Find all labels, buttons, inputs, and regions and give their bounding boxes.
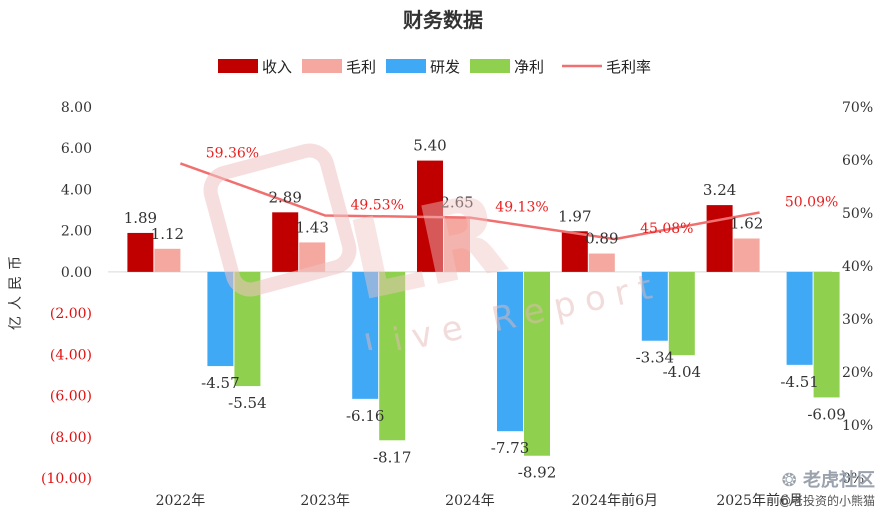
y2-tick-label: 30% — [842, 312, 873, 328]
bar-收入 — [272, 212, 299, 272]
tiger-icon: ❂ — [781, 470, 803, 491]
y2-tick-label: 0% — [842, 471, 864, 487]
bar-研发 — [497, 271, 523, 432]
y-axis-label: 亿人民币 — [8, 250, 24, 330]
bar-value-label: -4.57 — [201, 374, 239, 392]
x-tick-label: 2025年前6月 — [716, 492, 803, 509]
line-value-label: 49.13% — [495, 200, 548, 216]
bar-value-label: 1.62 — [730, 214, 763, 232]
x-tick-label: 2022年 — [156, 493, 206, 509]
x-tick-label: 2024年 — [445, 493, 495, 509]
axes: 8.00 6.00 4.00 2.00 0.00 (2.00) (4.00) (6.00) (8… — [41, 100, 873, 509]
bar-value-label: -3.34 — [636, 349, 674, 367]
y2-tick-label: 70% — [842, 100, 873, 116]
bar-净利 — [379, 271, 406, 441]
bar-value-label: -4.51 — [780, 373, 818, 391]
y2-tick-label: 20% — [842, 365, 873, 381]
bar-value-label: 1.12 — [151, 225, 184, 243]
y-tick-label: 8.00 — [61, 100, 92, 116]
bar-收入 — [127, 232, 154, 272]
bar-value-label: 2.89 — [268, 188, 301, 206]
line-value-label: 45.08% — [640, 221, 693, 237]
y-tick-label: (8.00) — [50, 430, 92, 446]
bar-毛利 — [299, 242, 326, 272]
line-value-label: 50.09% — [785, 195, 838, 211]
bar-研发 — [207, 271, 234, 367]
y2-tick-label: 10% — [842, 418, 873, 434]
author-handle: @老投资的小熊猫 — [778, 494, 875, 508]
chart-title: 财务数据 — [403, 8, 483, 32]
bar-毛利 — [444, 217, 470, 272]
bar-研发 — [786, 271, 813, 365]
x-tick-label: 2023年 — [300, 493, 350, 509]
legend-swatch-净利 — [470, 59, 510, 73]
y-tick-label: (6.00) — [50, 389, 92, 405]
bar-value-label: 5.40 — [413, 137, 446, 155]
bar-净利 — [234, 271, 261, 387]
bar-收入 — [561, 231, 588, 272]
y-tick-label: 0.00 — [61, 265, 92, 281]
brand-name: 老虎社区 — [803, 470, 875, 491]
bar-研发 — [352, 271, 379, 399]
legend-label: 研发 — [430, 58, 460, 76]
bar-value-label: -5.54 — [228, 394, 266, 412]
bar-value-label: -8.17 — [373, 448, 411, 466]
bar-value-label: 3.24 — [703, 181, 736, 199]
y-tick-label: (10.00) — [41, 471, 92, 487]
bar-净利 — [524, 271, 550, 456]
bar-value-label: 1.89 — [124, 209, 157, 227]
bar-净利 — [668, 271, 695, 356]
bar-毛利 — [588, 253, 615, 272]
bar-value-label: 0.89 — [585, 230, 618, 248]
y-tick-label: (2.00) — [50, 306, 92, 322]
x-tick-label: 2024年前6月 — [572, 492, 659, 509]
bar-value-label: 1.43 — [295, 218, 328, 236]
bar-value-label: -8.92 — [518, 464, 556, 482]
bar-value-label: -7.73 — [491, 439, 529, 457]
bar-value-label: -4.04 — [663, 363, 701, 381]
legend-label: 毛利 — [346, 58, 376, 76]
legend-swatch-毛利 — [302, 59, 342, 73]
y-tick-label: 6.00 — [61, 141, 92, 157]
brand-logo: ❂ 老虎社区 @老投资的小熊猫 — [779, 466, 875, 509]
legend-swatch-收入 — [218, 59, 258, 73]
bar-毛利 — [733, 238, 760, 272]
legend-label: 收入 — [262, 58, 292, 76]
bar-收入 — [706, 205, 733, 272]
bar-value-label: 2.65 — [440, 193, 473, 211]
legend-swatch-研发 — [386, 59, 426, 73]
line-value-label: 49.53% — [351, 197, 404, 213]
bar-value-label: -6.09 — [807, 405, 845, 423]
bar-净利 — [813, 271, 840, 398]
y-tick-label: (4.00) — [50, 347, 92, 363]
bar-研发 — [641, 271, 668, 341]
line-value-label: 59.36% — [206, 145, 259, 161]
y-tick-label: 2.00 — [61, 224, 92, 240]
legend-label: 净利 — [514, 58, 544, 76]
legend: 收入 毛利 研发 净利 毛利率 — [218, 58, 651, 76]
bar-value-label: -6.16 — [346, 407, 384, 425]
legend-label: 毛利率 — [606, 58, 651, 76]
y-tick-label: 4.00 — [61, 182, 92, 198]
bar-value-label: 1.97 — [558, 207, 591, 225]
y2-tick-label: 50% — [842, 206, 873, 222]
y2-tick-label: 40% — [842, 259, 873, 275]
bar-毛利 — [154, 248, 181, 272]
y2-tick-label: 60% — [842, 153, 873, 169]
